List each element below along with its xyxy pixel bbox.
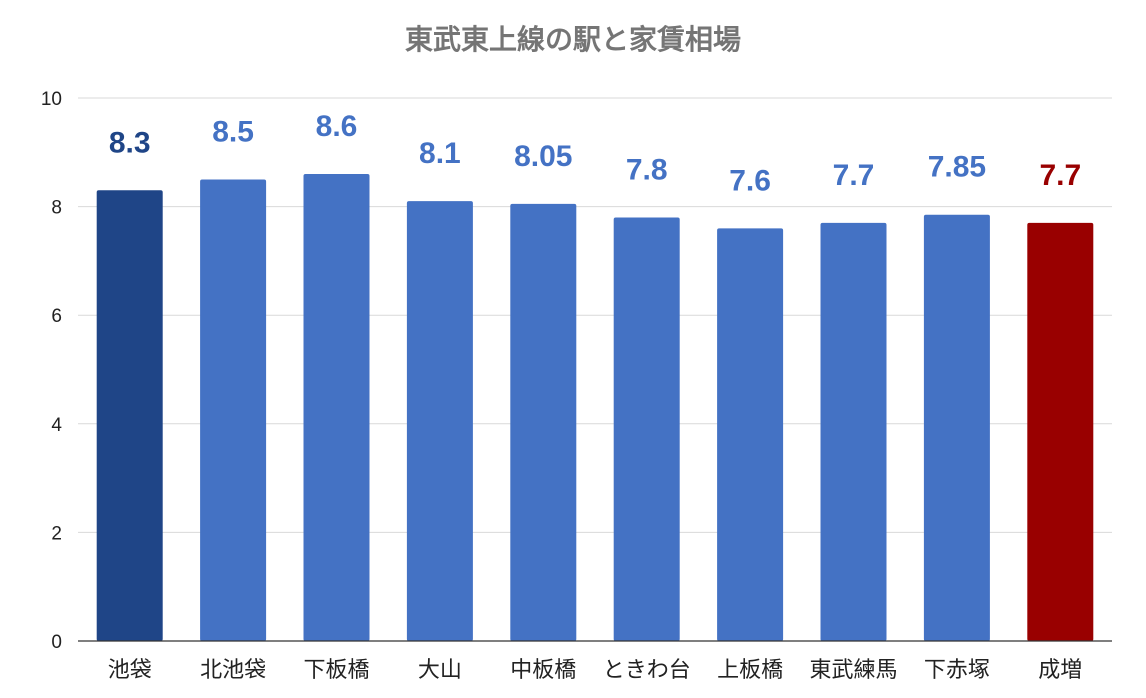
x-tick-label: ときわ台 [603, 658, 691, 683]
data-label: 8.6 [316, 110, 358, 143]
data-label: 7.7 [833, 159, 875, 192]
bar [820, 222, 887, 641]
data-label: 8.3 [109, 126, 151, 159]
bar [96, 190, 163, 641]
bar [717, 228, 784, 641]
data-label: 7.85 [928, 151, 986, 184]
bar [510, 203, 577, 641]
bar [406, 201, 473, 642]
x-tick-label: 池袋 [108, 658, 152, 683]
y-tick-label: 8 [51, 198, 62, 219]
bar [303, 174, 370, 641]
y-tick-label: 6 [51, 306, 62, 327]
data-label: 8.5 [212, 115, 254, 148]
x-tick-label: 下赤塚 [924, 658, 990, 683]
data-label: 8.05 [514, 140, 572, 173]
bar [613, 217, 680, 641]
y-tick-label: 4 [51, 415, 62, 436]
data-label: 7.7 [1039, 159, 1081, 192]
chart-title: 東武東上線の駅と家賃相場 [404, 23, 741, 56]
data-label: 7.6 [729, 164, 771, 197]
x-tick-label: 北池袋 [200, 658, 266, 683]
bar [200, 179, 267, 641]
x-tick-label: 東武練馬 [809, 658, 897, 683]
y-tick-label: 2 [51, 523, 62, 544]
x-tick-label: 中板橋 [510, 658, 576, 683]
y-tick-label: 0 [51, 632, 62, 653]
bar [1027, 222, 1094, 641]
x-tick-label: 大山 [418, 658, 462, 683]
data-label: 7.8 [626, 153, 668, 186]
bar [923, 214, 990, 641]
x-tick-label: 成増 [1038, 658, 1082, 683]
data-label: 8.1 [419, 137, 461, 170]
x-tick-label: 下板橋 [303, 658, 369, 683]
x-tick-label: 上板橋 [717, 658, 783, 683]
y-tick-label: 10 [41, 89, 62, 110]
